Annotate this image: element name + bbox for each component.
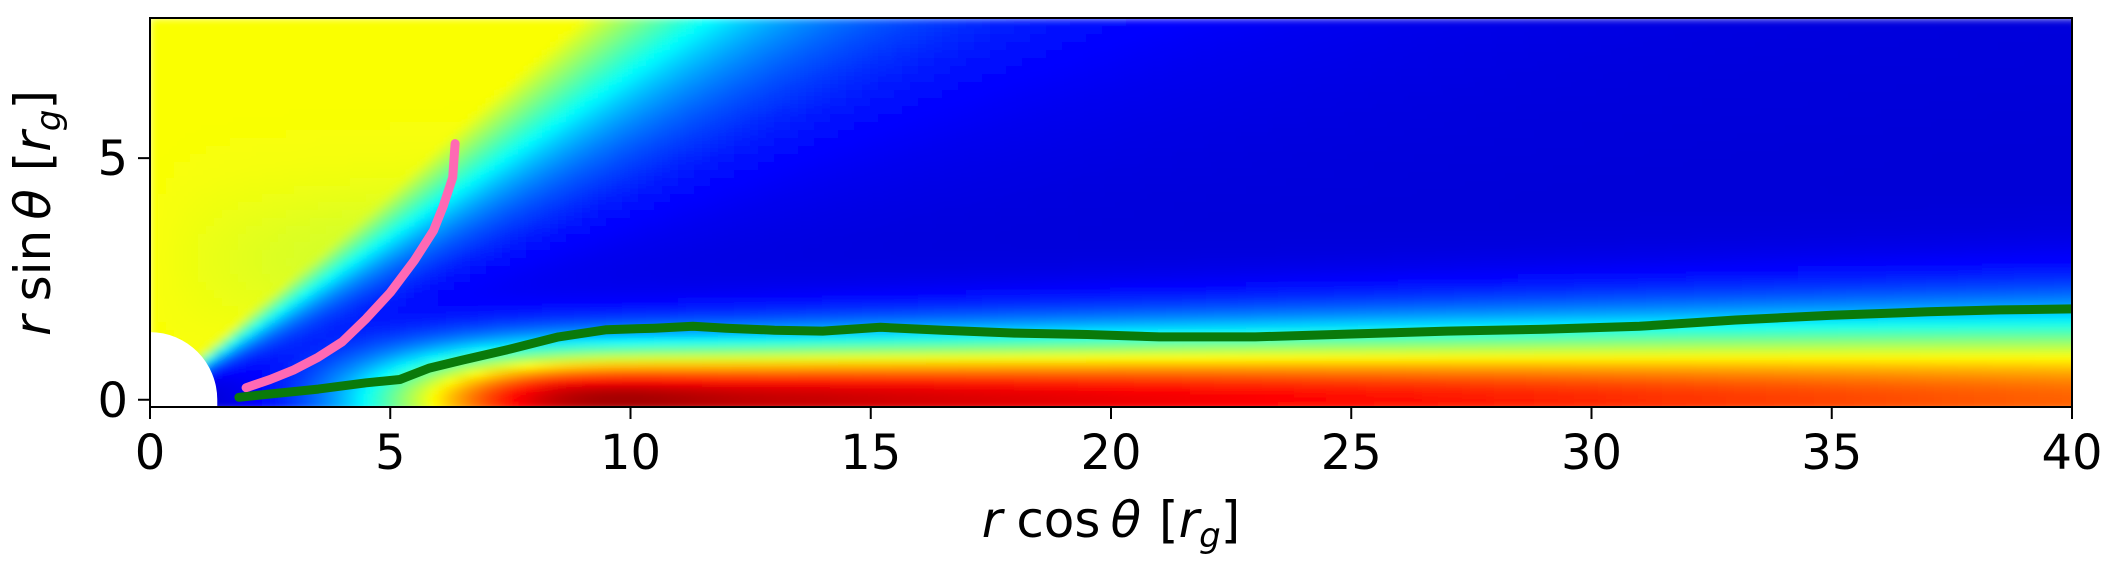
x-tick-label: 0 — [135, 425, 166, 481]
series-layer — [234, 139, 2072, 402]
x-axis-label: r cos θ [rg] — [982, 491, 1240, 556]
x-tick-label: 35 — [1801, 425, 1862, 481]
y-axis-label: rsinθ[rg] — [4, 90, 69, 336]
black-hole-disk — [150, 332, 218, 407]
x-tick-label: 30 — [1561, 425, 1622, 481]
x-axis: 0 5 10 15 20 25 30 35 40 — [135, 407, 2103, 481]
x-tick-label: 40 — [2041, 425, 2102, 481]
x-tick-label: 10 — [600, 425, 661, 481]
series-line-1 — [241, 139, 460, 393]
x-tick-label: 5 — [375, 425, 406, 481]
x-tick-label: 25 — [1321, 425, 1382, 481]
y-tick-label: 5 — [97, 131, 128, 187]
y-tick-label: 0 — [97, 373, 128, 429]
y-axis: 05 — [97, 131, 150, 429]
x-tick-label: 15 — [840, 425, 901, 481]
heatmap-area — [150, 18, 2072, 407]
x-tick-label: 20 — [1080, 425, 1141, 481]
series-line-2 — [234, 304, 2072, 402]
